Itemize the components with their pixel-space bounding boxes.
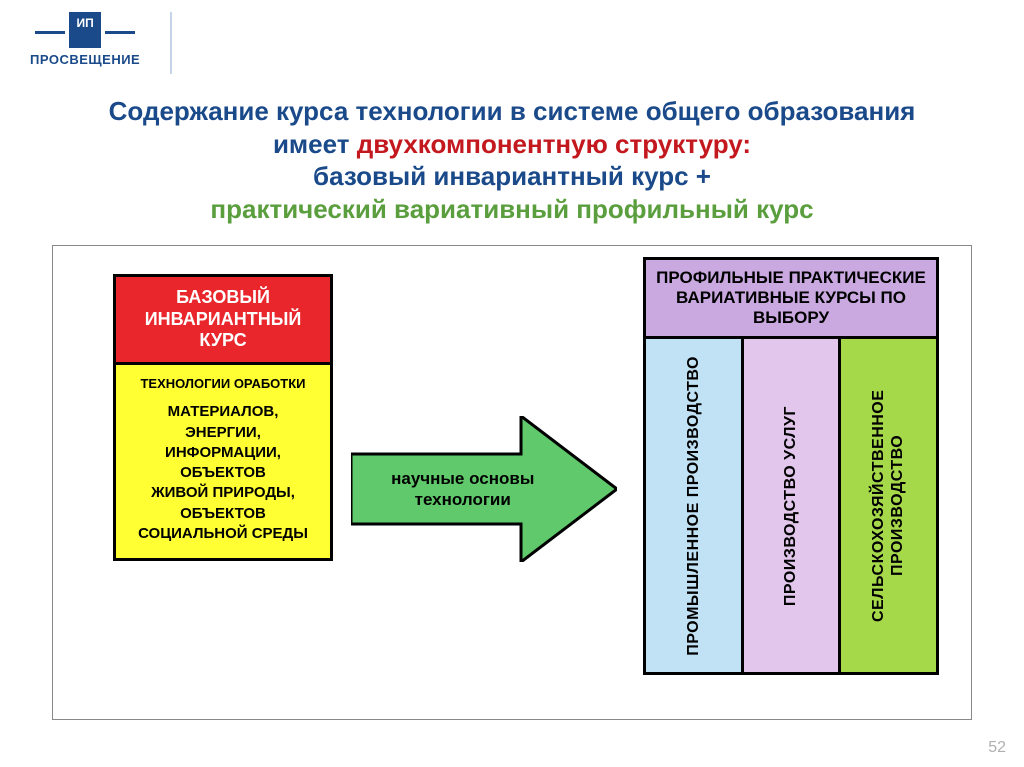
profile-courses-header: ПРОФИЛЬНЫЕ ПРАКТИЧЕСКИЕ ВАРИАТИВНЫЕ КУРС… xyxy=(643,257,939,339)
base-course-body: ТЕХНОЛОГИИ ОРАБОТКИ МАТЕРИАЛОВ, ЭНЕРГИИ,… xyxy=(113,365,333,561)
arrow: научные основы технологии xyxy=(351,416,617,562)
col-services: ПРОИЗВОДСТВО УСЛУГ xyxy=(744,339,842,675)
logo-icon xyxy=(69,12,101,48)
logo: ПРОСВЕЩЕНИЕ xyxy=(30,12,140,67)
profile-courses-columns: ПРОМЫШЛЕННОЕ ПРОИЗВОДСТВО ПРОИЗВОДСТВО У… xyxy=(643,339,939,675)
base-course-subheader: ТЕХНОЛОГИИ ОРАБОТКИ xyxy=(124,375,322,393)
col-agriculture-label: СЕЛЬСКОХОЗЯЙСТВЕННОЕ ПРОИЗВОДСТВО xyxy=(869,339,907,672)
title-line-4: практический вариативный профильный курс xyxy=(50,193,974,226)
base-course-items: МАТЕРИАЛОВ, ЭНЕРГИИ, ИНФОРМАЦИИ, ОБЪЕКТО… xyxy=(124,402,322,544)
base-course-block: БАЗОВЫЙ ИНВАРИАНТНЫЙ КУРС ТЕХНОЛОГИИ ОРА… xyxy=(113,274,333,561)
title-line-3: базовый инвариантный курс + xyxy=(50,160,974,193)
profile-courses-block: ПРОФИЛЬНЫЕ ПРАКТИЧЕСКИЕ ВАРИАТИВНЫЕ КУРС… xyxy=(643,257,939,675)
diagram-frame: БАЗОВЫЙ ИНВАРИАНТНЫЙ КУРС ТЕХНОЛОГИИ ОРА… xyxy=(52,245,972,720)
logo-line-right xyxy=(105,31,135,34)
logo-text: ПРОСВЕЩЕНИЕ xyxy=(30,52,140,67)
header-divider xyxy=(170,12,172,74)
col-services-label: ПРОИЗВОДСТВО УСЛУГ xyxy=(781,406,800,606)
title-line-2a: имеет xyxy=(273,129,357,159)
arrow-label: научные основы технологии xyxy=(383,468,543,511)
col-industrial: ПРОМЫШЛЕННОЕ ПРОИЗВОДСТВО xyxy=(643,339,744,675)
base-course-header: БАЗОВЫЙ ИНВАРИАНТНЫЙ КУРС xyxy=(113,274,333,365)
col-industrial-label: ПРОМЫШЛЕННОЕ ПРОИЗВОДСТВО xyxy=(684,356,703,656)
title-line-2b: двухкомпонентную структуру: xyxy=(357,129,751,159)
slide-title: Содержание курса технологии в системе об… xyxy=(50,95,974,225)
col-agriculture: СЕЛЬСКОХОЗЯЙСТВЕННОЕ ПРОИЗВОДСТВО xyxy=(841,339,939,675)
logo-line-left xyxy=(35,31,65,34)
page-number: 52 xyxy=(988,739,1006,757)
title-line-1: Содержание курса технологии в системе об… xyxy=(50,95,974,128)
